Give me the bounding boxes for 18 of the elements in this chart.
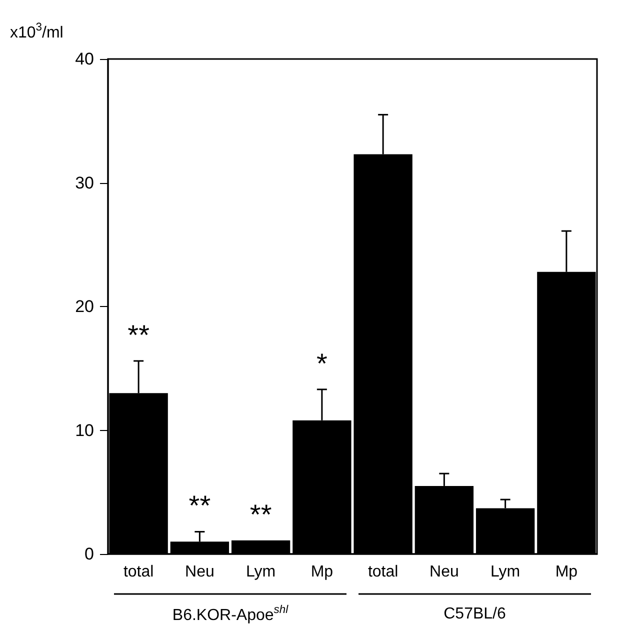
annotation: ** <box>128 319 150 350</box>
y-tick-label: 40 <box>75 50 94 68</box>
y-tick-label: 30 <box>75 173 94 192</box>
y-tick-label: 0 <box>84 544 94 564</box>
x-tick-label: Mp <box>555 564 578 580</box>
x-tick-label: Neu <box>430 564 459 580</box>
text: C57BL/6 <box>444 606 506 622</box>
x-tick-label: total <box>123 564 154 580</box>
y-tick-label: 20 <box>75 297 94 316</box>
annotation: ** <box>250 498 272 530</box>
x-tick-label: total <box>368 564 398 580</box>
annotation: ** <box>188 490 211 522</box>
x-tick-label: Mp <box>310 564 334 580</box>
annotation: * <box>316 348 328 379</box>
x-tick-label: Neu <box>185 564 214 580</box>
x-tick-label: Lym <box>246 564 276 580</box>
y-tick-label: 10 <box>75 420 94 440</box>
x-tick-label: Lym <box>490 564 520 580</box>
